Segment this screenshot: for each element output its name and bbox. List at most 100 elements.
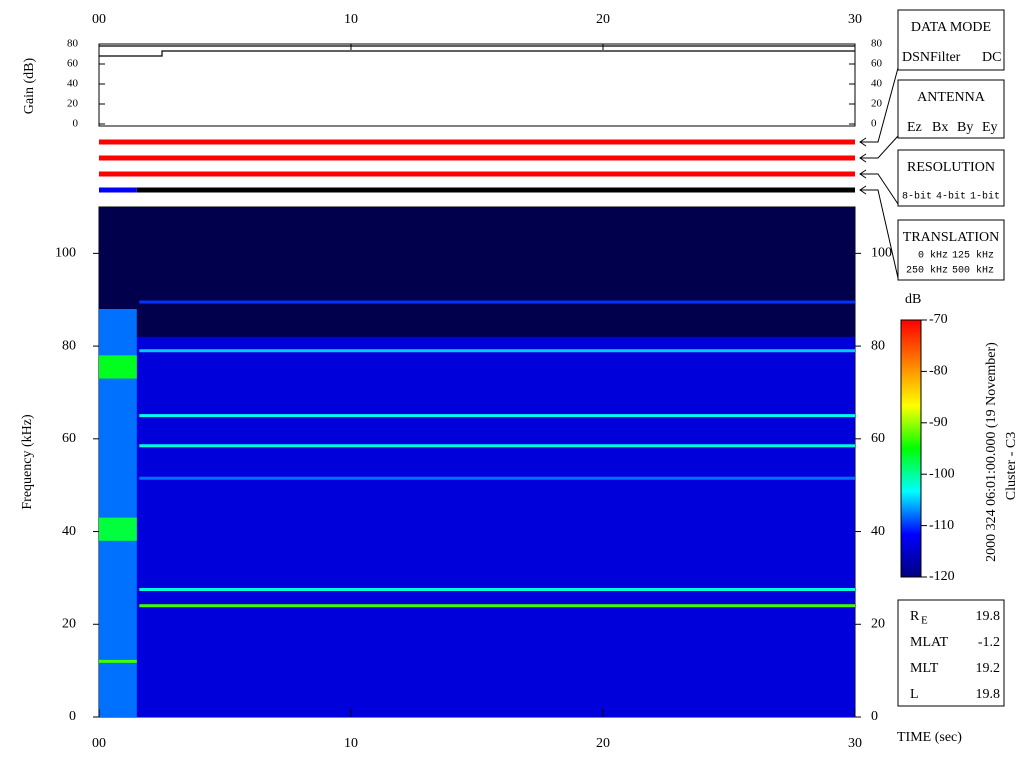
colorbar-tick-label: -80 bbox=[929, 364, 948, 379]
legend-box bbox=[897, 9, 1005, 71]
ephemeris-label: MLAT bbox=[910, 635, 949, 650]
y-tick-label-right: 0 bbox=[871, 709, 878, 724]
y-tick-label: 100 bbox=[55, 246, 76, 261]
y-tick-label-right: 20 bbox=[871, 616, 885, 631]
legend-item: 1-bit bbox=[970, 191, 1000, 203]
mode-bar bbox=[99, 187, 137, 193]
ephemeris-box bbox=[897, 599, 1005, 707]
colorbar-title: dB bbox=[905, 292, 921, 307]
caption: 2000 324 06:01:00.000 (19 November) bbox=[984, 342, 999, 562]
connector bbox=[860, 173, 899, 205]
connector bbox=[860, 67, 899, 143]
legend-item: 125 kHz bbox=[952, 250, 994, 262]
legend-box bbox=[897, 219, 1005, 281]
emission-line bbox=[139, 349, 855, 353]
colorbar-tick-label: -70 bbox=[929, 312, 948, 327]
gain-line bbox=[99, 50, 855, 57]
spectral-region bbox=[99, 517, 137, 541]
emission-line bbox=[139, 588, 855, 591]
ephemeris-value: -1.2 bbox=[978, 635, 1000, 650]
x-tick-label: 30 bbox=[848, 736, 862, 751]
ephemeris-label: L bbox=[910, 687, 919, 702]
legend-box-title: TRANSLATION bbox=[903, 230, 999, 245]
legend-item: 8-bit bbox=[902, 191, 932, 203]
spectral-region bbox=[99, 336, 855, 717]
y-tick-label-right: 60 bbox=[871, 58, 883, 70]
emission-line bbox=[139, 414, 855, 418]
spectral-region bbox=[99, 355, 137, 379]
y-tick-label-right: 0 bbox=[871, 118, 877, 130]
emission-line bbox=[139, 444, 855, 448]
legend-item: DC bbox=[982, 50, 1001, 65]
mode-bar bbox=[136, 187, 856, 193]
mode-bar bbox=[99, 139, 855, 145]
x-tick-label: 10 bbox=[344, 736, 358, 751]
colorbar-tick-label: -100 bbox=[929, 466, 955, 481]
legend-item: 500 kHz bbox=[952, 265, 994, 277]
y-tick-label: 40 bbox=[62, 524, 76, 539]
legend-item: Ez bbox=[907, 120, 922, 135]
y-tick-label: 60 bbox=[67, 58, 79, 70]
legend-item: 0 kHz bbox=[918, 250, 948, 262]
ephemeris-label: MLT bbox=[910, 661, 939, 676]
ephemeris-label: R bbox=[910, 609, 920, 624]
ephemeris-value: 19.8 bbox=[976, 609, 1001, 624]
legend-item: DSN bbox=[902, 50, 930, 65]
y-tick-label: 0 bbox=[69, 709, 76, 724]
time-x-label: TIME (sec) bbox=[897, 730, 962, 745]
legend-box-title: ANTENNA bbox=[917, 90, 986, 105]
frequency-y-label: Frequency (kHz) bbox=[20, 414, 35, 510]
legend-item: Filter bbox=[930, 50, 961, 65]
ephemeris-sub: E bbox=[921, 615, 928, 627]
x-tick-label: 20 bbox=[596, 736, 610, 751]
arrow-head bbox=[859, 153, 867, 163]
y-tick-label: 20 bbox=[67, 98, 79, 110]
x-tick-label: 00 bbox=[92, 12, 106, 27]
x-tick-label: 30 bbox=[848, 12, 862, 27]
y-tick-label-right: 40 bbox=[871, 524, 885, 539]
colorbar bbox=[900, 319, 922, 578]
arrow-head bbox=[859, 185, 867, 195]
emission-line bbox=[99, 659, 137, 663]
legend-box bbox=[897, 149, 1005, 207]
y-tick-label: 20 bbox=[62, 616, 76, 631]
legend-item: Ey bbox=[982, 120, 998, 135]
colorbar-tick-label: -90 bbox=[929, 415, 948, 430]
colorbar-tick-label: -120 bbox=[929, 569, 955, 584]
emission-line bbox=[139, 300, 855, 304]
ephemeris-value: 19.2 bbox=[976, 661, 1001, 676]
emission-line bbox=[139, 604, 855, 608]
y-tick-label-right: 80 bbox=[871, 338, 885, 353]
ephemeris-value: 19.8 bbox=[976, 687, 1001, 702]
legend-box-title: RESOLUTION bbox=[907, 160, 995, 175]
legend-item: Bx bbox=[932, 120, 948, 135]
legend-box-title: DATA MODE bbox=[911, 20, 991, 35]
mode-bar bbox=[99, 155, 855, 161]
legend-item: By bbox=[957, 120, 973, 135]
gain-frame bbox=[98, 43, 856, 127]
y-tick-label: 80 bbox=[62, 338, 76, 353]
x-tick-label: 20 bbox=[596, 12, 610, 27]
connector bbox=[860, 135, 899, 159]
emission-line bbox=[139, 476, 855, 480]
y-tick-label-right: 60 bbox=[871, 431, 885, 446]
connector bbox=[860, 189, 899, 279]
arrow-head bbox=[859, 169, 867, 179]
y-tick-label-right: 40 bbox=[871, 78, 883, 90]
y-tick-label: 40 bbox=[67, 78, 79, 90]
legend-item: 250 kHz bbox=[906, 265, 948, 277]
y-tick-label: 0 bbox=[73, 118, 79, 130]
legend-box bbox=[897, 79, 1005, 139]
arrow-head bbox=[859, 137, 867, 147]
spacecraft: Cluster - C3 bbox=[1004, 432, 1019, 500]
mode-bar bbox=[99, 171, 855, 177]
y-tick-label-right: 20 bbox=[871, 98, 883, 110]
y-tick-label: 60 bbox=[62, 431, 76, 446]
x-tick-label: 00 bbox=[92, 736, 106, 751]
y-tick-label-right: 100 bbox=[871, 246, 892, 261]
x-tick-label: 10 bbox=[344, 12, 358, 27]
y-tick-label: 80 bbox=[67, 38, 79, 50]
gain-y-label: Gain (dB) bbox=[22, 57, 37, 114]
